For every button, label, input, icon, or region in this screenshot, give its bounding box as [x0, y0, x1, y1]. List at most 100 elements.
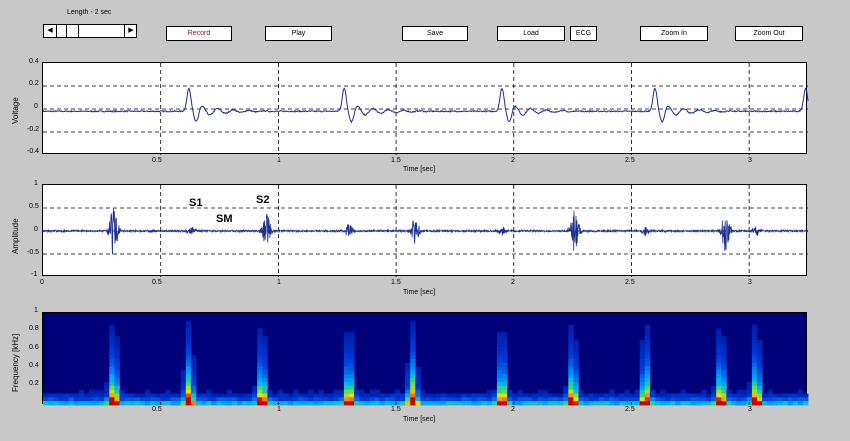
- spectrogram-cell: [721, 393, 727, 398]
- length-slider[interactable]: ◀ ▶: [43, 24, 137, 38]
- spectrogram-cell: [236, 401, 243, 406]
- spectrogram-cell: [119, 401, 125, 406]
- ecg-plot[interactable]: [42, 62, 809, 155]
- spectrogram-cell: [114, 355, 120, 360]
- ecg-button[interactable]: ECG: [570, 26, 597, 41]
- spectrogram-cell: [792, 401, 799, 406]
- spectrogram-cell: [558, 393, 564, 398]
- spectrogram-cell: [405, 389, 411, 394]
- spectrogram-cell: [400, 397, 406, 402]
- spectrogram-cell: [262, 362, 268, 367]
- slider-thumb-left[interactable]: [66, 25, 67, 37]
- spectrogram-cell: [502, 397, 508, 402]
- zoom-in-button[interactable]: Zoom In: [640, 26, 708, 41]
- spectrogram-cell: [190, 359, 197, 364]
- slider-thumb-right[interactable]: [78, 25, 79, 37]
- spectrogram-cell: [802, 401, 809, 406]
- slider-left-arrow-icon[interactable]: ◀: [47, 27, 53, 34]
- spectrogram-cell: [721, 389, 727, 394]
- spectrogram-cell: [726, 393, 732, 398]
- spectrogram-cell: [486, 389, 493, 394]
- spectrogram-cell: [415, 385, 421, 390]
- spectrogram-cell: [644, 343, 651, 348]
- spectrogram-cell: [721, 343, 727, 348]
- spectrogram-cell: [757, 366, 763, 371]
- spectrogram-cell: [343, 378, 350, 383]
- slider-right-arrow-icon[interactable]: ▶: [128, 27, 134, 34]
- spectrogram-cell: [257, 336, 263, 341]
- spectrogram-cell: [349, 339, 355, 344]
- spectrogram-cell: [680, 401, 686, 406]
- record-button[interactable]: Record: [166, 26, 232, 41]
- spectrogram-cell: [797, 393, 804, 398]
- spectrogram-cell: [185, 401, 192, 406]
- spectrogram-cell: [389, 393, 396, 398]
- spectrogram-cell: [496, 343, 503, 348]
- spectrogram-cell: [226, 389, 233, 394]
- spectrogram-cell: [639, 374, 646, 379]
- spectrogram-cell: [272, 401, 278, 406]
- spectrogram-cell: [711, 401, 717, 406]
- spectrogram-plot[interactable]: [42, 312, 809, 406]
- pcg-plot[interactable]: [42, 184, 809, 277]
- spectrogram-cell: [53, 401, 59, 406]
- spectrogram-cell: [185, 374, 192, 379]
- spectrogram-cell: [695, 393, 702, 398]
- load-button[interactable]: Load: [497, 26, 565, 41]
- spectrogram-cell: [700, 397, 707, 402]
- zoom-out-button[interactable]: Zoom Out: [735, 26, 803, 41]
- spectrogram-cell: [257, 389, 263, 394]
- spectrogram-cell: [568, 359, 574, 364]
- spectrogram-cell: [491, 393, 498, 398]
- pcg-trace: [42, 208, 809, 255]
- spectrogram-cell: [751, 362, 758, 367]
- spectrogram-cell: [700, 393, 707, 398]
- spectrogram-cell: [190, 355, 197, 360]
- spectrogram-cell: [58, 401, 64, 406]
- spectrogram-cell: [308, 393, 314, 398]
- spectrogram-cell: [665, 401, 671, 406]
- spectrogram-cell: [588, 393, 595, 398]
- spectrogram-cell: [660, 389, 666, 394]
- spectrogram-cell: [711, 385, 717, 390]
- pcg-xtick: 0.5: [152, 279, 162, 286]
- spectrogram-cell: [644, 359, 651, 364]
- spectrogram-cell: [649, 389, 656, 394]
- spectrogram-cell: [639, 370, 646, 375]
- spectrogram-cell: [145, 389, 151, 394]
- spectrogram-cell: [721, 378, 727, 383]
- spectrogram-cell: [410, 374, 416, 379]
- spectrogram-cell: [604, 393, 610, 398]
- spectrogram-cell: [109, 336, 115, 341]
- spectrogram-cell: [466, 393, 472, 398]
- spectrogram-cell: [410, 389, 416, 394]
- spectrogram-cell: [109, 370, 115, 375]
- spectrogram-cell: [88, 397, 95, 402]
- spectrogram-cell: [216, 393, 222, 398]
- spectrogram-cell: [593, 397, 600, 402]
- spectrogram-cell: [323, 397, 329, 402]
- spectrogram-cell: [185, 362, 192, 367]
- spectrogram-cell: [721, 385, 727, 390]
- spectrogram-cell: [445, 393, 452, 398]
- spectrogram-cell: [639, 362, 646, 367]
- spectrogram-cell: [328, 393, 335, 398]
- spectrogram-cell: [726, 389, 732, 394]
- spectrogram-cell: [257, 343, 263, 348]
- spectrogram-cell: [185, 359, 192, 364]
- spectrogram-cell: [568, 389, 574, 394]
- play-button[interactable]: Play: [265, 26, 332, 41]
- spectrogram-cell: [746, 382, 753, 387]
- spectrogram-cell: [343, 366, 350, 371]
- spectrogram-cell: [349, 359, 355, 364]
- spectrogram-cell: [282, 393, 289, 398]
- spectrogram-cell: [471, 401, 477, 406]
- spectrogram-ytick: 0.4: [29, 362, 39, 369]
- spectrogram-cell: [522, 393, 528, 398]
- save-button[interactable]: Save: [402, 26, 468, 41]
- spectrogram-cell: [542, 393, 549, 398]
- spectrogram-cell: [318, 393, 324, 398]
- spectrogram-cell: [435, 401, 442, 406]
- spectrogram-cell: [190, 374, 197, 379]
- spectrogram-cell: [542, 389, 549, 394]
